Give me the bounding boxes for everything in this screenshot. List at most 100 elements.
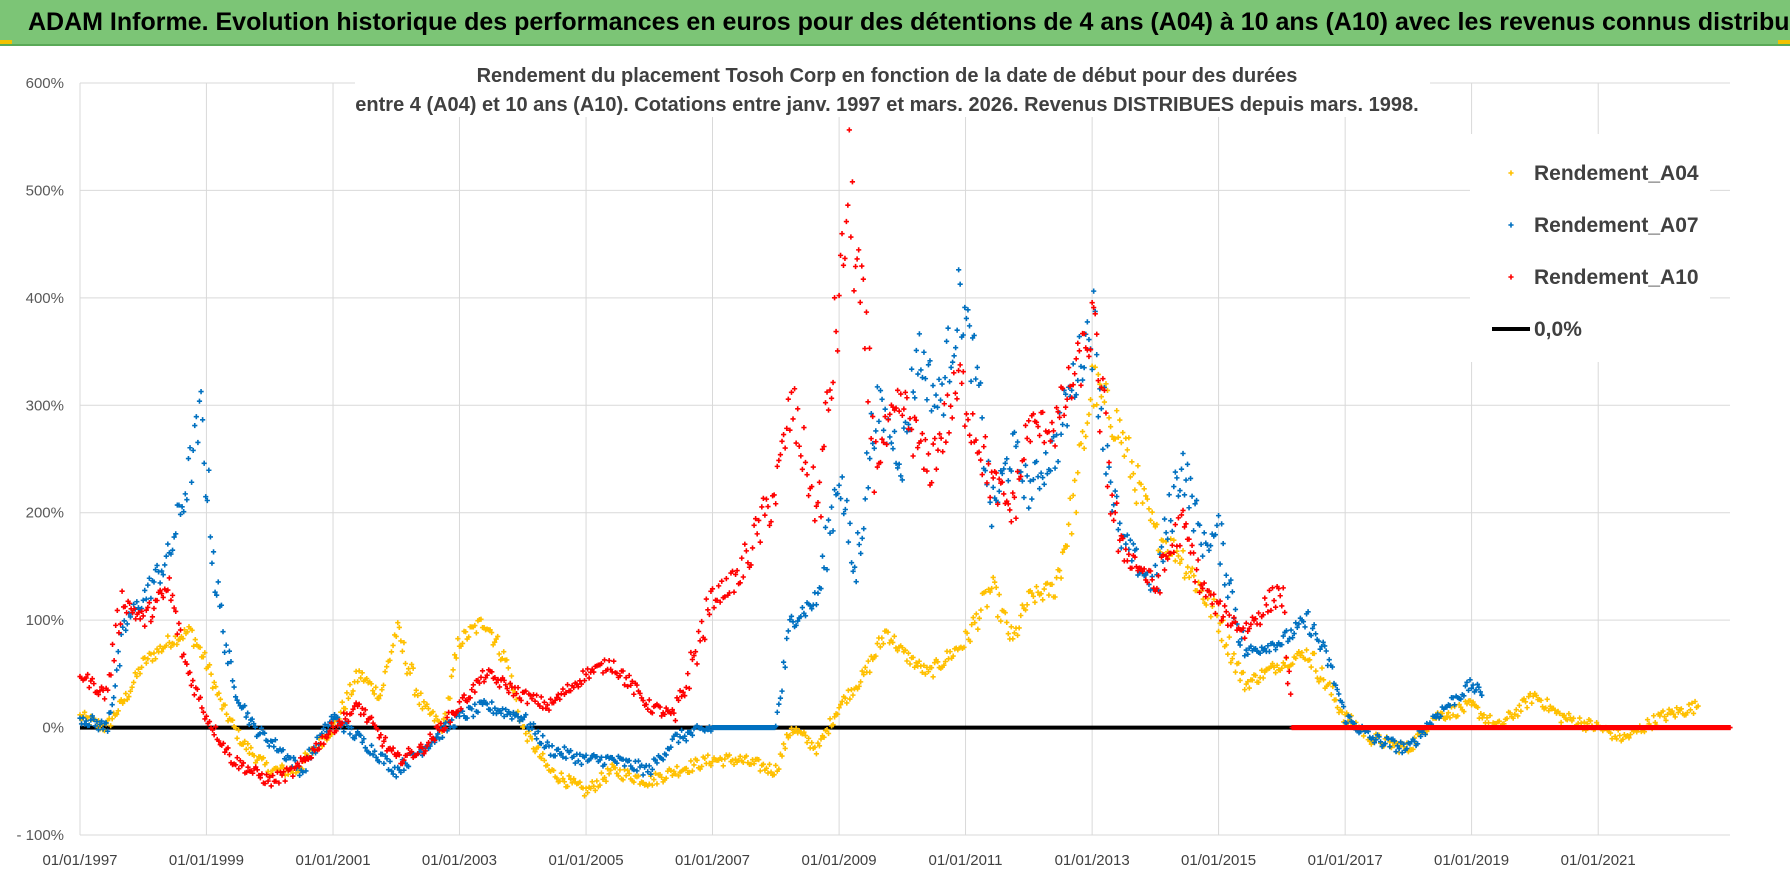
data-point (759, 504, 765, 510)
data-point (785, 628, 791, 634)
data-point (1041, 439, 1047, 446)
data-point (1063, 404, 1069, 410)
data-point (399, 761, 406, 767)
data-point (798, 453, 804, 459)
x-tick-label: 01/01/2009 (802, 852, 877, 869)
data-point (1166, 492, 1172, 498)
data-point (530, 721, 537, 727)
data-point (575, 684, 581, 690)
data-point (1300, 619, 1307, 625)
data-point (578, 681, 585, 687)
data-point (1570, 715, 1577, 721)
data-point (737, 753, 743, 759)
data-point (387, 758, 393, 765)
data-point (1217, 561, 1223, 567)
data-point (888, 440, 895, 446)
data-point (784, 425, 790, 431)
data-point (143, 596, 149, 602)
data-point (1064, 543, 1070, 549)
data-point (564, 682, 571, 688)
data-point (891, 428, 898, 435)
data-point (1387, 744, 1393, 750)
data-point (1201, 580, 1207, 586)
data-point (137, 616, 143, 622)
data-point (231, 684, 237, 690)
data-point (1220, 540, 1226, 547)
data-point (489, 629, 495, 636)
data-point (588, 756, 594, 762)
data-point (1273, 670, 1279, 676)
data-point (589, 779, 595, 785)
data-point (242, 738, 248, 744)
data-point (190, 447, 196, 454)
data-point (699, 763, 705, 770)
data-point (865, 658, 871, 664)
data-point (1203, 594, 1209, 600)
data-point (236, 700, 242, 706)
data-point (1154, 521, 1160, 528)
data-point (1163, 539, 1169, 545)
data-point (270, 772, 276, 779)
data-point (452, 652, 458, 658)
data-point (199, 705, 205, 711)
legend-label: 0,0% (1534, 318, 1582, 341)
data-point (364, 719, 370, 725)
data-point (1237, 642, 1243, 648)
data-point (472, 622, 478, 629)
data-point (282, 778, 288, 784)
data-point (910, 453, 916, 459)
data-point (732, 571, 739, 577)
data-point (538, 740, 544, 747)
data-point (1690, 710, 1697, 717)
data-point (1036, 486, 1043, 492)
data-point (404, 752, 410, 758)
data-point (507, 680, 513, 687)
data-point (418, 690, 424, 696)
legend-label: Rendement_A10 (1534, 266, 1699, 289)
data-point (487, 627, 493, 633)
data-point (1330, 683, 1336, 690)
data-point (815, 740, 821, 746)
data-point (795, 406, 801, 412)
data-point (780, 741, 787, 747)
data-point (719, 578, 725, 584)
data-point (801, 424, 807, 431)
data-point (913, 660, 919, 666)
data-point (964, 630, 970, 636)
data-point (1084, 420, 1090, 426)
data-point (1178, 512, 1185, 518)
data-point (625, 767, 631, 773)
data-point (192, 422, 198, 429)
data-point (1478, 711, 1484, 717)
data-point (1442, 716, 1448, 722)
data-point (393, 633, 399, 640)
data-point (121, 618, 127, 624)
data-point (123, 690, 129, 697)
data-point (621, 682, 628, 688)
data-point (1669, 708, 1675, 714)
data-point (1057, 567, 1063, 574)
data-point (234, 697, 240, 703)
data-point (467, 695, 473, 701)
data-point (939, 381, 945, 387)
data-point (1339, 709, 1345, 715)
data-point (425, 739, 432, 746)
data-point (947, 649, 953, 655)
data-point (577, 779, 583, 785)
data-point (1146, 506, 1152, 512)
data-point (1566, 711, 1572, 717)
data-point (1435, 711, 1441, 717)
data-point (547, 696, 554, 702)
data-point (271, 744, 277, 750)
data-point (538, 755, 544, 761)
data-point (219, 706, 225, 712)
data-point (635, 758, 642, 764)
banner-title: ADAM Informe. Evolution historique des p… (0, 0, 1790, 46)
data-point (513, 696, 519, 703)
data-point (1050, 428, 1057, 434)
data-point (757, 539, 763, 545)
data-point (838, 495, 844, 502)
data-point (1177, 543, 1183, 549)
data-point (668, 744, 674, 750)
data-point (933, 466, 939, 472)
